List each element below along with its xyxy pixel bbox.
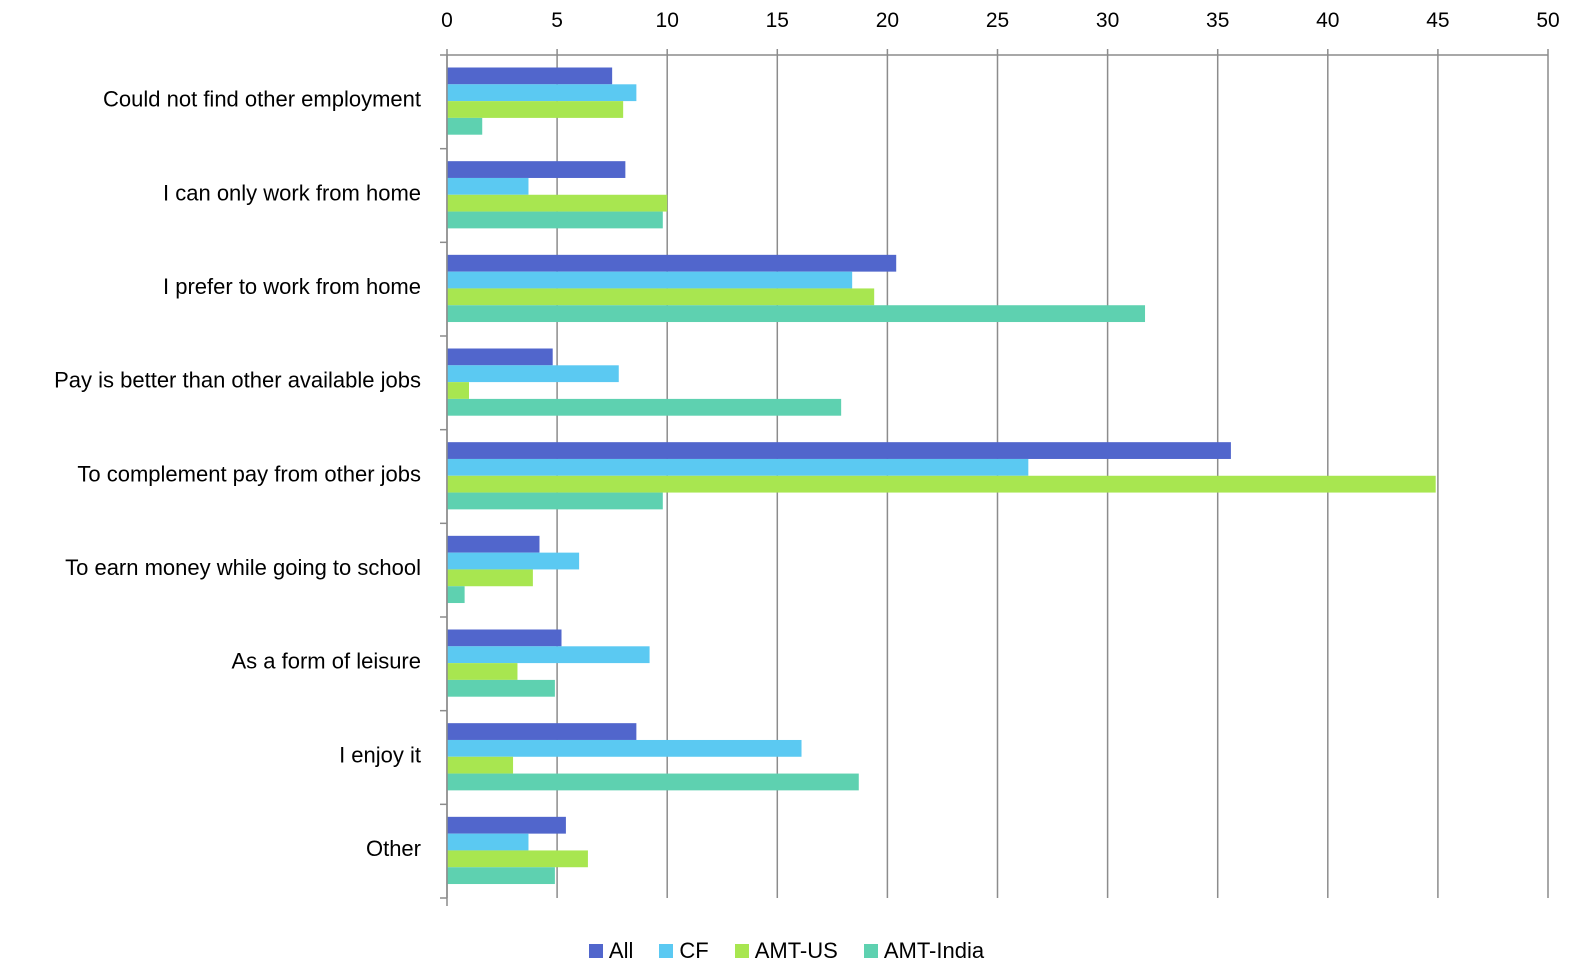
legend-label: AMT-US <box>754 938 838 963</box>
axes <box>440 54 1548 906</box>
category-label: To complement pay from other jobs <box>77 461 421 486</box>
bar-amt-india <box>447 492 663 510</box>
bar-all <box>447 348 553 366</box>
bar-all <box>447 442 1231 459</box>
category-label: Other <box>366 836 421 861</box>
x-tick-label: 45 <box>1426 9 1449 32</box>
bars <box>447 67 1436 885</box>
bar-amt-india <box>447 773 859 791</box>
x-tick-label: 15 <box>766 9 789 32</box>
legend-swatch <box>734 944 749 958</box>
legend-item: AMT-US <box>734 938 838 964</box>
bar-cf <box>447 84 637 102</box>
bar-cf <box>447 271 853 289</box>
bar-amt-india <box>447 211 663 229</box>
category-labels: Could not find other employment I can onl… <box>54 87 421 861</box>
bar-all <box>447 816 566 834</box>
bar-amt-india <box>447 117 483 135</box>
legend-label: AMT-India <box>883 938 985 963</box>
bar-all <box>447 161 626 178</box>
x-tick-label: 40 <box>1316 9 1339 32</box>
bar-amt-us <box>447 850 588 868</box>
category-label: I prefer to work from home <box>163 274 421 299</box>
legend-item: AMT-India <box>863 938 985 964</box>
legend: All CF AMT-US AMT-India <box>0 936 1573 966</box>
bar-all <box>447 67 613 85</box>
bar-cf <box>447 646 650 664</box>
bar-amt-us <box>447 663 518 680</box>
x-tick-label: 5 <box>551 9 563 32</box>
category-label: I enjoy it <box>339 742 421 767</box>
x-tick-label: 35 <box>1206 9 1229 32</box>
legend-label: All <box>608 938 634 963</box>
x-tick-label: 30 <box>1096 9 1119 32</box>
bar-amt-india <box>447 867 555 885</box>
bar-cf <box>447 365 619 383</box>
bar-cf <box>447 739 802 757</box>
category-label: I can only work from home <box>163 180 421 205</box>
bar-amt-india <box>447 679 555 697</box>
x-tick-label: 0 <box>441 9 453 32</box>
legend-label: CF <box>679 938 709 963</box>
bar-amt-us <box>447 475 1436 493</box>
bar-cf <box>447 833 529 851</box>
x-axis-ticks: 0 5 10 15 20 25 30 35 40 45 50 <box>441 9 1560 32</box>
bar-amt-us <box>447 569 533 587</box>
bar-amt-us <box>447 288 875 306</box>
category-label: To earn money while going to school <box>65 555 421 580</box>
legend-swatch <box>588 944 603 958</box>
bar-amt-india <box>447 398 842 416</box>
legend-swatch <box>659 944 674 958</box>
bar-cf <box>447 552 580 570</box>
bar-amt-us <box>447 756 514 774</box>
category-label: Could not find other employment <box>103 87 421 112</box>
bar-all <box>447 723 637 740</box>
category-label: As a form of leisure <box>231 649 421 674</box>
bar-amt-us <box>447 101 624 118</box>
x-tick-label: 10 <box>656 9 679 32</box>
bar-all <box>447 629 562 647</box>
category-label: Pay is better than other available jobs <box>54 368 421 393</box>
x-tick-label: 25 <box>986 9 1009 32</box>
bar-amt-us <box>447 382 470 399</box>
bar-all <box>447 254 897 272</box>
x-tick-label: 20 <box>876 9 899 32</box>
bar-amt-us <box>447 194 668 212</box>
x-tick-label: 50 <box>1536 9 1559 32</box>
legend-swatch <box>863 944 878 958</box>
bar-amt-india <box>447 586 465 604</box>
legend-item: All <box>588 938 634 964</box>
bar-cf <box>447 177 529 195</box>
bar-amt-india <box>447 305 1146 323</box>
bar-all <box>447 535 540 553</box>
bar-cf <box>447 458 1029 476</box>
legend-item: CF <box>659 938 709 964</box>
